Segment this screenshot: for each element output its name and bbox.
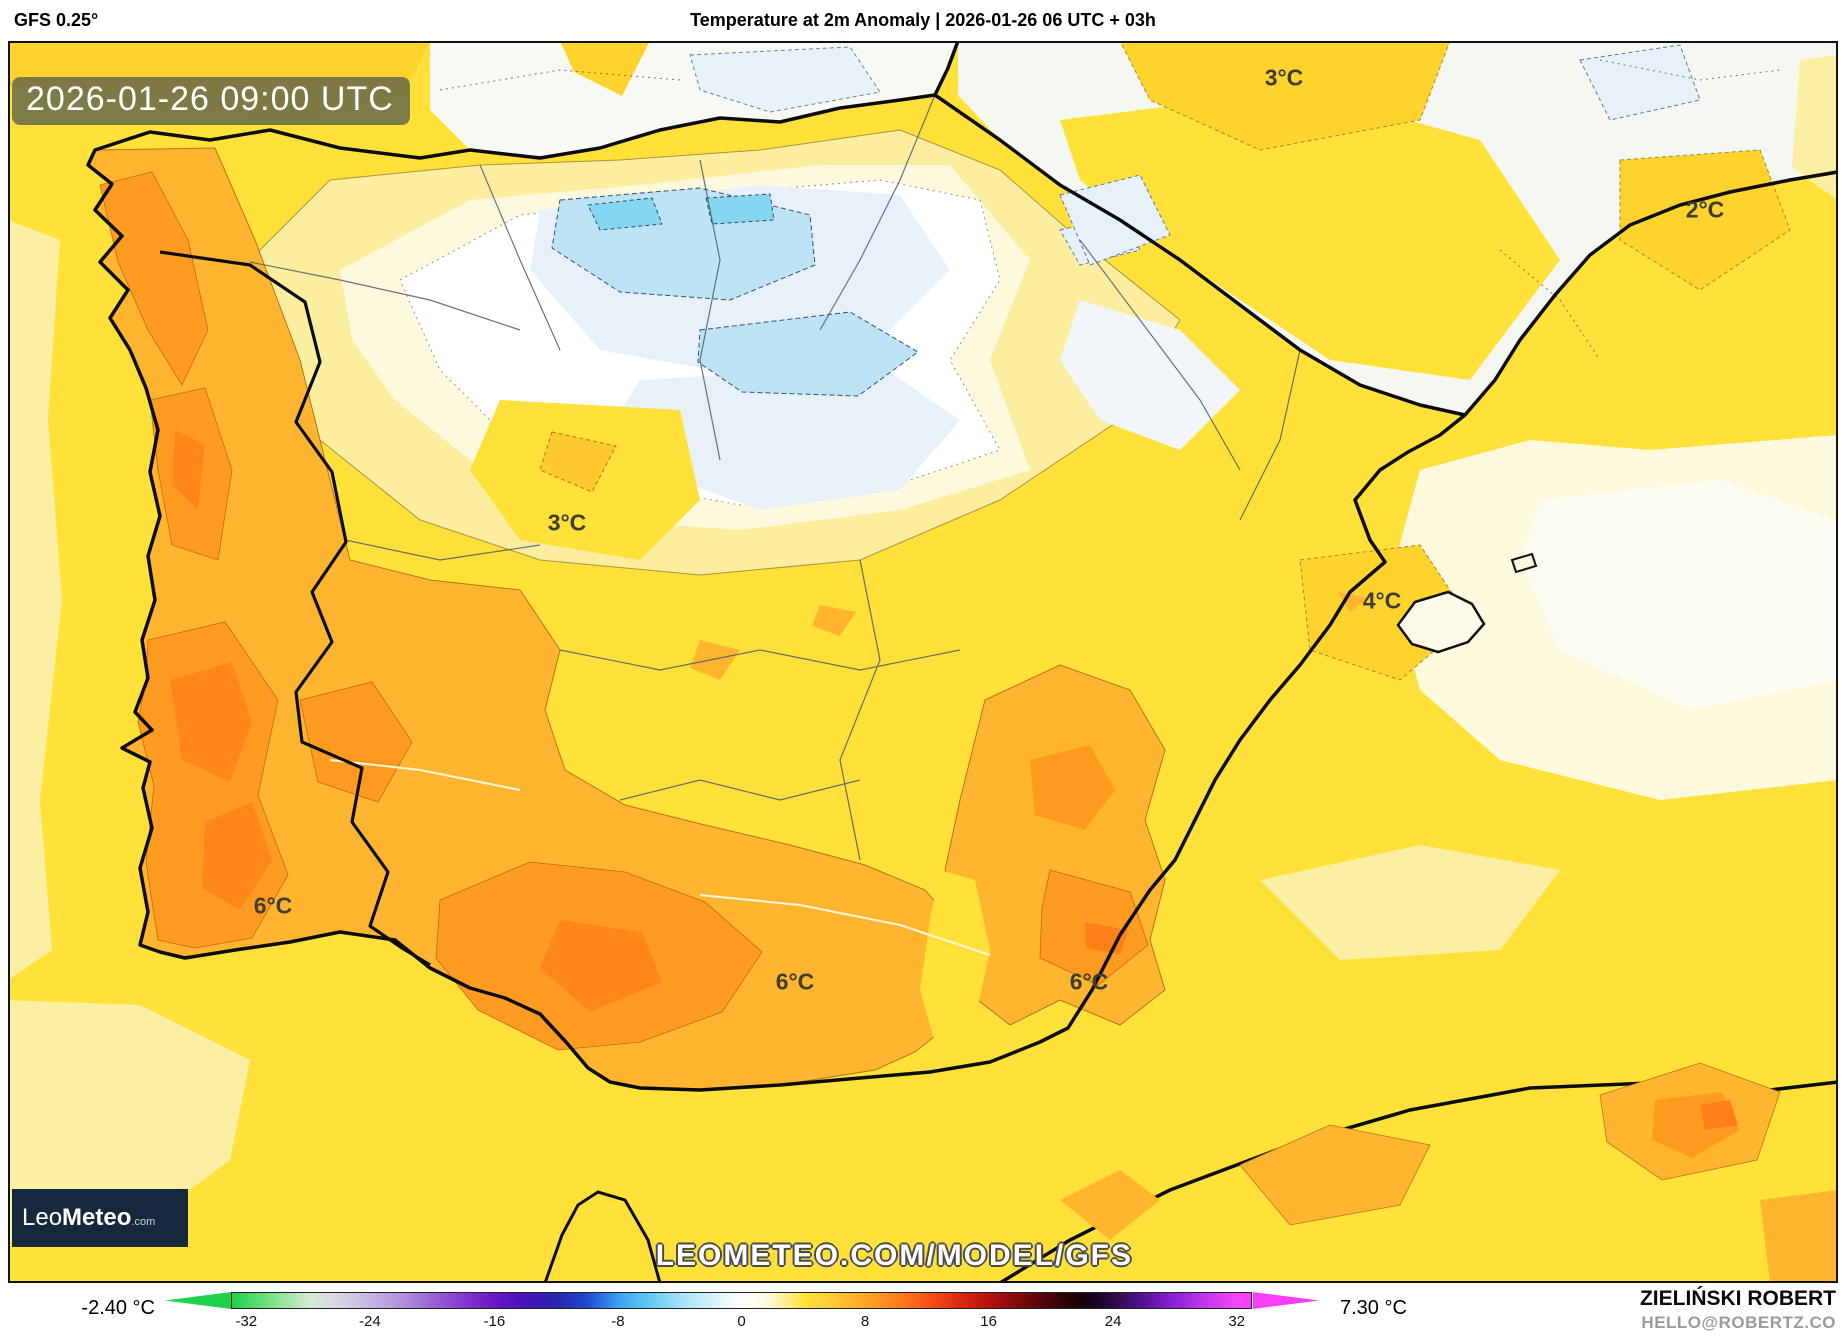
tick-label: 32 [1228, 1313, 1246, 1330]
colorbar: -32 -24 -16 -8 0 8 16 24 32 [165, 1292, 1320, 1332]
author-name: ZIELIŃSKI ROBERT [1639, 1287, 1836, 1310]
watermark: LEOMETEO.COM/MODEL/GFS [655, 1239, 1134, 1272]
contour-label: 3°C [547, 509, 587, 536]
contour-label: 2°C [1685, 196, 1725, 223]
colorbar-ticks: -32 -24 -16 -8 0 8 16 24 32 [231, 1313, 1252, 1331]
tick-label: 24 [1104, 1313, 1122, 1330]
colorbar-gradient [231, 1292, 1252, 1309]
contour-label: 6°C [1069, 968, 1109, 995]
contour-label: 6°C [253, 892, 293, 919]
contour-label: 4°C [1362, 587, 1402, 614]
tick-label: -24 [359, 1313, 381, 1330]
sun-icon [10, 1187, 1838, 1283]
contour-label: 6°C [775, 968, 815, 995]
tick-label: -16 [483, 1313, 506, 1330]
tick-label: 8 [860, 1313, 870, 1330]
tick-label: -32 [235, 1313, 258, 1330]
map-canvas [10, 43, 1836, 1281]
scale-max-label: 7.30 °C [1340, 1297, 1407, 1319]
tick-label: 16 [980, 1313, 997, 1330]
colorbar-right-arrow [1253, 1292, 1319, 1309]
logo-text: LeoMeteo.com [22, 1204, 156, 1231]
contour-label: 3°C [1264, 64, 1304, 91]
timestamp-badge: 2026-01-26 09:00 UTC [12, 77, 410, 125]
scale-min-label: -2.40 °C [81, 1297, 155, 1319]
model-label: GFS 0.25° [14, 10, 99, 30]
author-email: HELLO@ROBERTZ.CO [1641, 1313, 1836, 1332]
leometeo-logo: LeoMeteo.com [12, 1189, 188, 1247]
colorbar-left-arrow [165, 1292, 231, 1309]
anomaly-map: 2026-01-26 09:00 UTC 3°C 2°C 3°C 4°C 6°C… [8, 41, 1838, 1283]
tick-label: 0 [737, 1313, 746, 1330]
page-title: Temperature at 2m Anomaly | 2026-01-26 0… [690, 10, 1156, 30]
tick-label: -8 [611, 1313, 625, 1330]
